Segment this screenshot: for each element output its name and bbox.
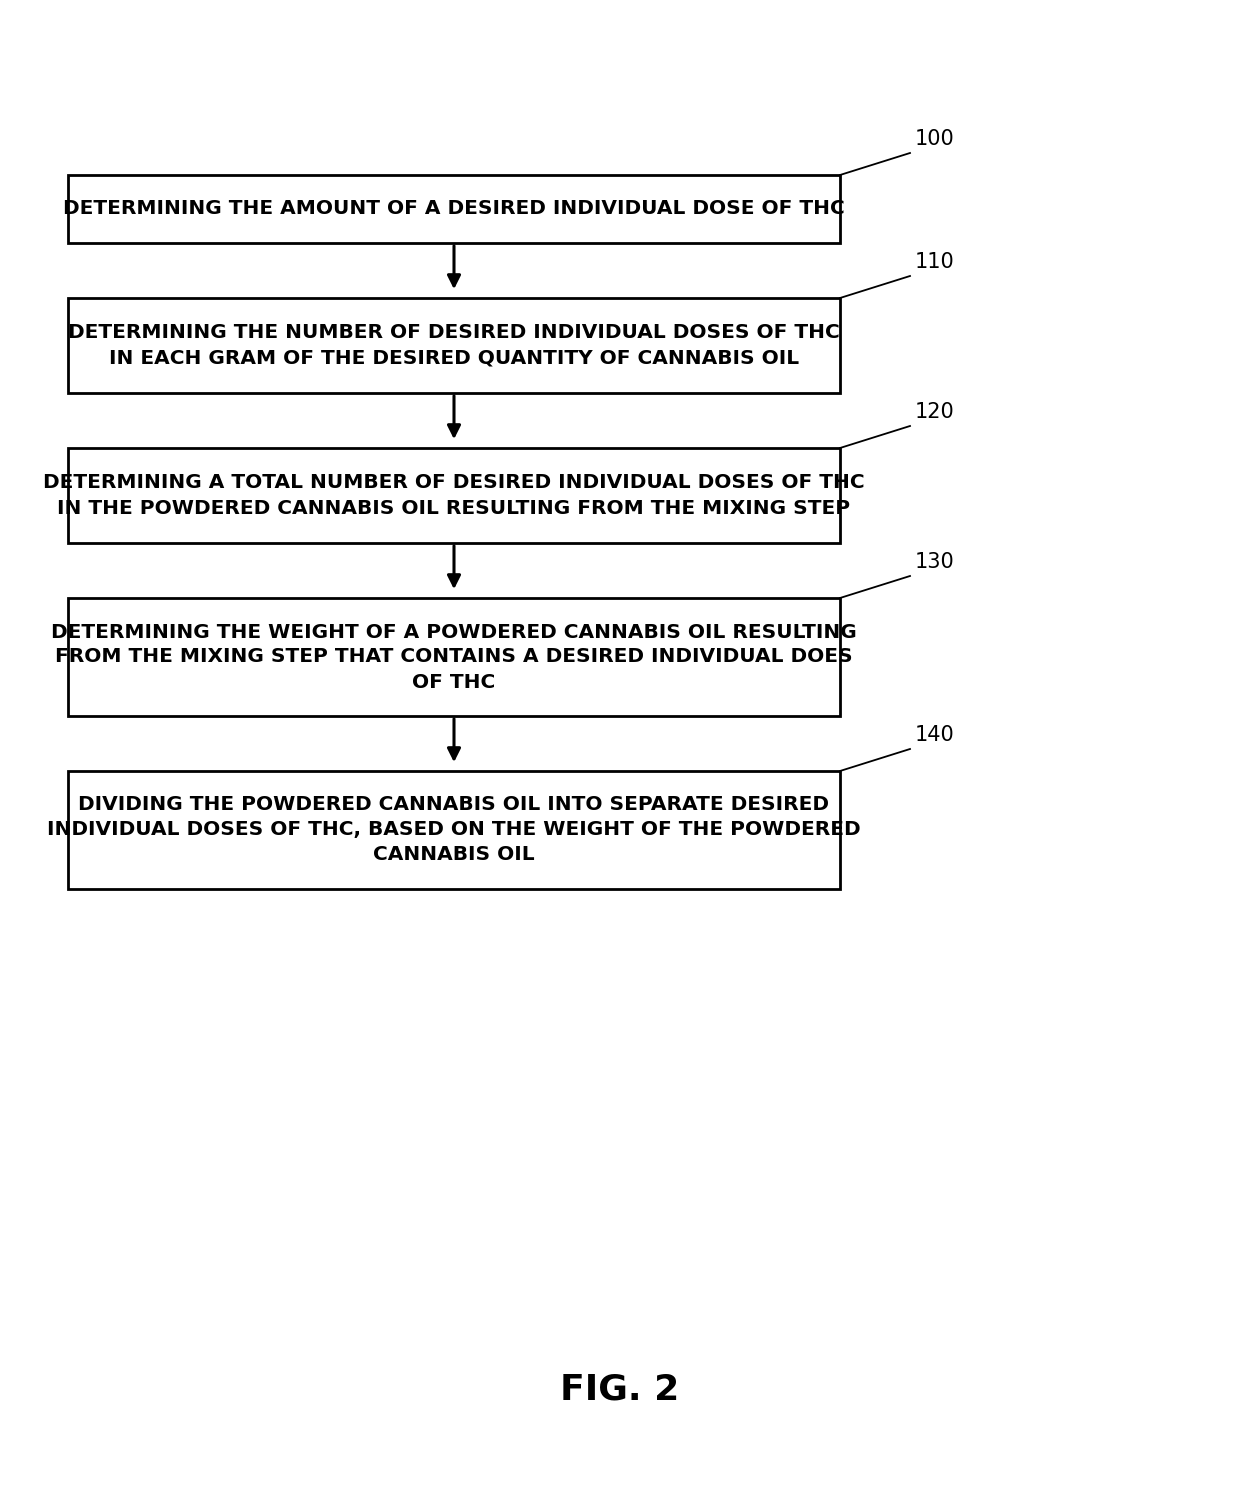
Text: FIG. 2: FIG. 2 bbox=[560, 1373, 680, 1407]
Bar bbox=[68, 175, 839, 242]
Text: DIVIDING THE POWDERED CANNABIS OIL INTO SEPARATE DESIRED
INDIVIDUAL DOSES OF THC: DIVIDING THE POWDERED CANNABIS OIL INTO … bbox=[47, 796, 861, 864]
Text: 140: 140 bbox=[915, 725, 955, 745]
Text: DETERMINING THE AMOUNT OF A DESIRED INDIVIDUAL DOSE OF THC: DETERMINING THE AMOUNT OF A DESIRED INDI… bbox=[63, 200, 844, 218]
Bar bbox=[68, 597, 839, 716]
Text: 100: 100 bbox=[915, 129, 955, 149]
Text: 120: 120 bbox=[915, 402, 955, 421]
Text: DETERMINING THE NUMBER OF DESIRED INDIVIDUAL DOSES OF THC
IN EACH GRAM OF THE DE: DETERMINING THE NUMBER OF DESIRED INDIVI… bbox=[68, 324, 839, 367]
Text: DETERMINING A TOTAL NUMBER OF DESIRED INDIVIDUAL DOSES OF THC
IN THE POWDERED CA: DETERMINING A TOTAL NUMBER OF DESIRED IN… bbox=[43, 474, 864, 518]
Text: 110: 110 bbox=[915, 251, 955, 272]
Bar bbox=[68, 298, 839, 393]
Bar bbox=[68, 771, 839, 889]
Text: 130: 130 bbox=[915, 552, 955, 572]
Bar bbox=[68, 448, 839, 543]
Text: DETERMINING THE WEIGHT OF A POWDERED CANNABIS OIL RESULTING
FROM THE MIXING STEP: DETERMINING THE WEIGHT OF A POWDERED CAN… bbox=[51, 623, 857, 691]
